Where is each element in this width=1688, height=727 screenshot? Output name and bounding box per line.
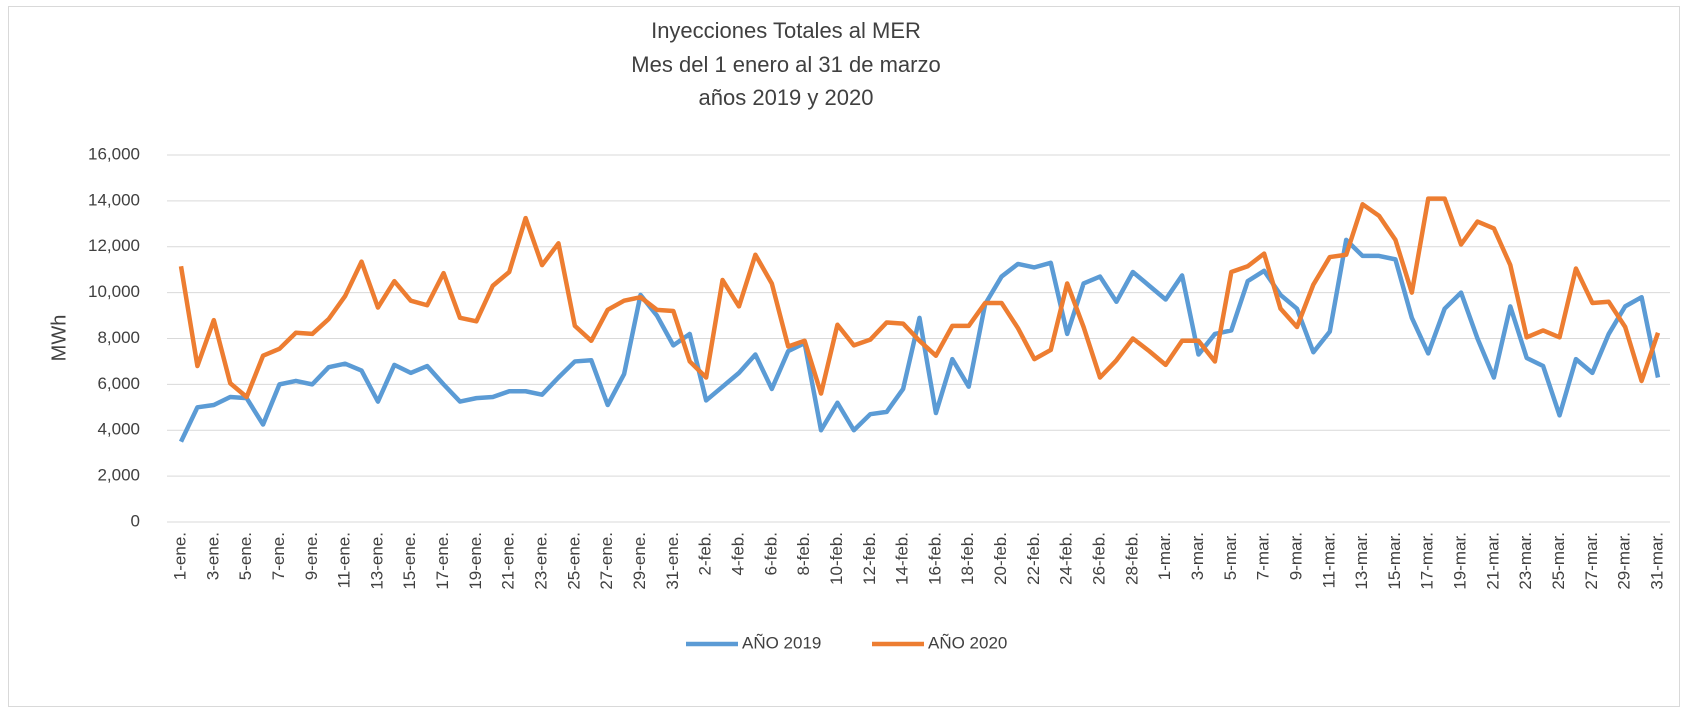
x-tick-label: 5-mar. <box>1221 532 1240 580</box>
x-tick-label: 27-ene. <box>597 532 616 590</box>
x-tick-label: 18-feb. <box>958 532 977 585</box>
series-line <box>178 237 1661 443</box>
x-tick-label: 11-ene. <box>335 532 354 588</box>
chart-title: Mes del 1 enero al 31 de marzo <box>631 52 940 77</box>
y-tick-label: 8,000 <box>97 328 140 347</box>
x-tick-label: 6-feb. <box>761 532 780 575</box>
x-tick-label: 25-ene. <box>564 532 583 590</box>
x-tick-label: 21-ene. <box>499 532 518 590</box>
x-tick-label: 9-ene. <box>302 532 321 580</box>
x-tick-label: 20-feb. <box>991 532 1010 585</box>
series-line <box>178 196 1661 400</box>
x-tick-label: 22-feb. <box>1024 532 1043 585</box>
y-tick-label: 2,000 <box>97 466 140 485</box>
chart-title: Inyecciones Totales al MER <box>651 18 921 43</box>
x-tick-label: 19-ene. <box>466 532 485 590</box>
x-tick-label: 1-mar. <box>1155 532 1174 580</box>
x-tick-label: 16-feb. <box>925 532 944 585</box>
y-tick-label: 16,000 <box>88 144 140 163</box>
x-tick-label: 26-feb. <box>1090 532 1109 585</box>
x-tick-label: 31-mar. <box>1647 532 1666 590</box>
x-tick-label: 23-mar. <box>1516 532 1535 590</box>
x-tick-label: 17-mar. <box>1418 532 1437 590</box>
x-tick-label: 25-mar. <box>1549 532 1568 590</box>
y-tick-label: 6,000 <box>97 374 140 393</box>
x-tick-label: 8-feb. <box>794 532 813 575</box>
x-tick-label: 27-mar. <box>1582 532 1601 590</box>
x-tick-label: 12-feb. <box>860 532 879 585</box>
x-tick-label: 11-mar. <box>1319 532 1338 588</box>
x-tick-label: 7-ene. <box>269 532 288 580</box>
x-tick-label: 5-ene. <box>236 532 255 580</box>
y-tick-label: 10,000 <box>88 282 140 301</box>
x-tick-label: 2-feb. <box>696 532 715 575</box>
x-tick-label: 14-feb. <box>893 532 912 585</box>
y-tick-label: 0 <box>131 511 140 530</box>
x-tick-label: 19-mar. <box>1451 532 1470 590</box>
x-tick-label: 4-feb. <box>728 532 747 575</box>
x-tick-label: 15-mar. <box>1385 532 1404 590</box>
x-tick-label: 13-mar. <box>1352 532 1371 590</box>
x-tick-label: 3-ene. <box>203 532 222 580</box>
y-tick-label: 14,000 <box>88 190 140 209</box>
x-tick-label: 3-mar. <box>1188 532 1207 580</box>
x-tick-label: 17-ene. <box>433 532 452 590</box>
x-tick-label: 21-mar. <box>1483 532 1502 590</box>
x-tick-label: 1-ene. <box>170 532 189 580</box>
y-tick-label: 12,000 <box>88 236 140 255</box>
chart-border <box>8 6 1680 707</box>
x-tick-label: 29-mar. <box>1615 532 1634 590</box>
chart-title: años 2019 y 2020 <box>699 85 874 110</box>
x-tick-label: 10-feb. <box>827 532 846 585</box>
legend-label: AÑO 2020 <box>928 633 1007 652</box>
x-tick-label: 31-ene. <box>663 532 682 590</box>
x-tick-label: 24-feb. <box>1057 532 1076 585</box>
x-tick-label: 23-ene. <box>532 532 551 590</box>
y-tick-label: 4,000 <box>97 420 140 439</box>
x-tick-label: 7-mar. <box>1254 532 1273 580</box>
x-tick-label: 9-mar. <box>1286 532 1305 580</box>
x-tick-label: 13-ene. <box>367 532 386 590</box>
x-tick-label: 15-ene. <box>400 532 419 590</box>
x-tick-label: 28-feb. <box>1122 532 1141 585</box>
y-axis-label: MWh <box>48 315 70 362</box>
x-tick-label: 29-ene. <box>630 532 649 590</box>
legend-label: AÑO 2019 <box>742 633 821 652</box>
